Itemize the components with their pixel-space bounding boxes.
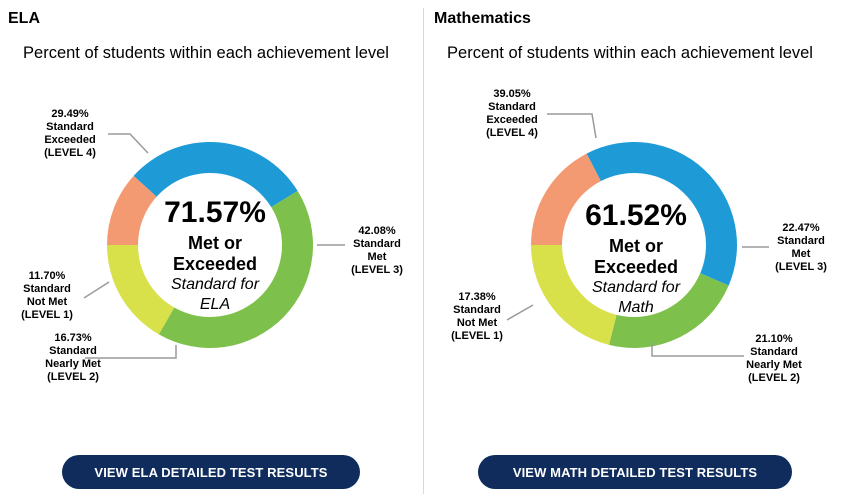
math-center-exceeded: Exceeded — [593, 257, 679, 277]
ela-donut-chart — [83, 133, 345, 359]
math-subtitle: Percent of students within each achievem… — [447, 44, 813, 62]
ela-center-met-or: Met or — [188, 233, 242, 253]
math-title: Mathematics — [434, 10, 531, 27]
view-ela-results-button[interactable]: VIEW ELA DETAILED TEST RESULTS — [62, 455, 360, 489]
math-center-subject: Math — [618, 299, 654, 316]
ela-label-level3: 42.08% Standard Met (LEVEL 3) — [351, 225, 403, 276]
math-center-percent: 61.52% — [585, 199, 687, 232]
math-level2-slice — [531, 245, 617, 345]
math-center-met-or: Met or — [609, 236, 663, 256]
ela-title: ELA — [8, 10, 40, 27]
ela-level3-slice — [158, 190, 314, 349]
math-label-level2: 21.10% Standard Nearly Met (LEVEL 2) — [746, 333, 802, 384]
ela-label-level2: 16.73% Standard Nearly Met (LEVEL 2) — [45, 332, 101, 383]
math-level1-slice — [531, 153, 601, 245]
ela-label-level4: 29.49% Standard Exceeded (LEVEL 4) — [44, 108, 96, 159]
math-leader-line-4 — [651, 343, 744, 357]
ela-subtitle: Percent of students within each achievem… — [23, 44, 389, 62]
panel-divider — [423, 8, 424, 494]
ela-label-level1: 11.70% Standard Not Met (LEVEL 1) — [21, 270, 73, 321]
ela-leader-line-4 — [85, 345, 177, 359]
math-label-level1: 17.38% Standard Not Met (LEVEL 1) — [451, 291, 503, 342]
ela-leader-line-1 — [108, 133, 149, 154]
math-level4-slice — [586, 141, 737, 286]
ela-panel: ELA Percent of students within each achi… — [0, 0, 412, 500]
math-panel: Mathematics Percent of students within e… — [424, 0, 836, 500]
ela-center-standard-for: Standard for — [170, 276, 260, 293]
math-center-standard-for: Standard for — [591, 279, 681, 296]
math-label-level3: 22.47% Standard Met (LEVEL 3) — [775, 222, 827, 273]
ela-level2-slice — [107, 245, 175, 335]
ela-center-exceeded: Exceeded — [172, 254, 258, 274]
math-level3-slice — [609, 273, 729, 349]
math-label-level4: 39.05% Standard Exceeded (LEVEL 4) — [486, 88, 538, 139]
math-leader-line-1 — [547, 113, 597, 139]
math-leader-line-3 — [506, 304, 534, 321]
ela-level4-slice — [133, 142, 298, 208]
ela-level1-slice — [107, 175, 157, 245]
math-donut-chart — [506, 113, 769, 357]
ela-center-subject: ELA — [199, 296, 231, 313]
ela-leader-line-3 — [83, 281, 110, 299]
view-math-results-button[interactable]: VIEW MATH DETAILED TEST RESULTS — [478, 455, 792, 489]
ela-center-percent: 71.57% — [164, 196, 266, 229]
